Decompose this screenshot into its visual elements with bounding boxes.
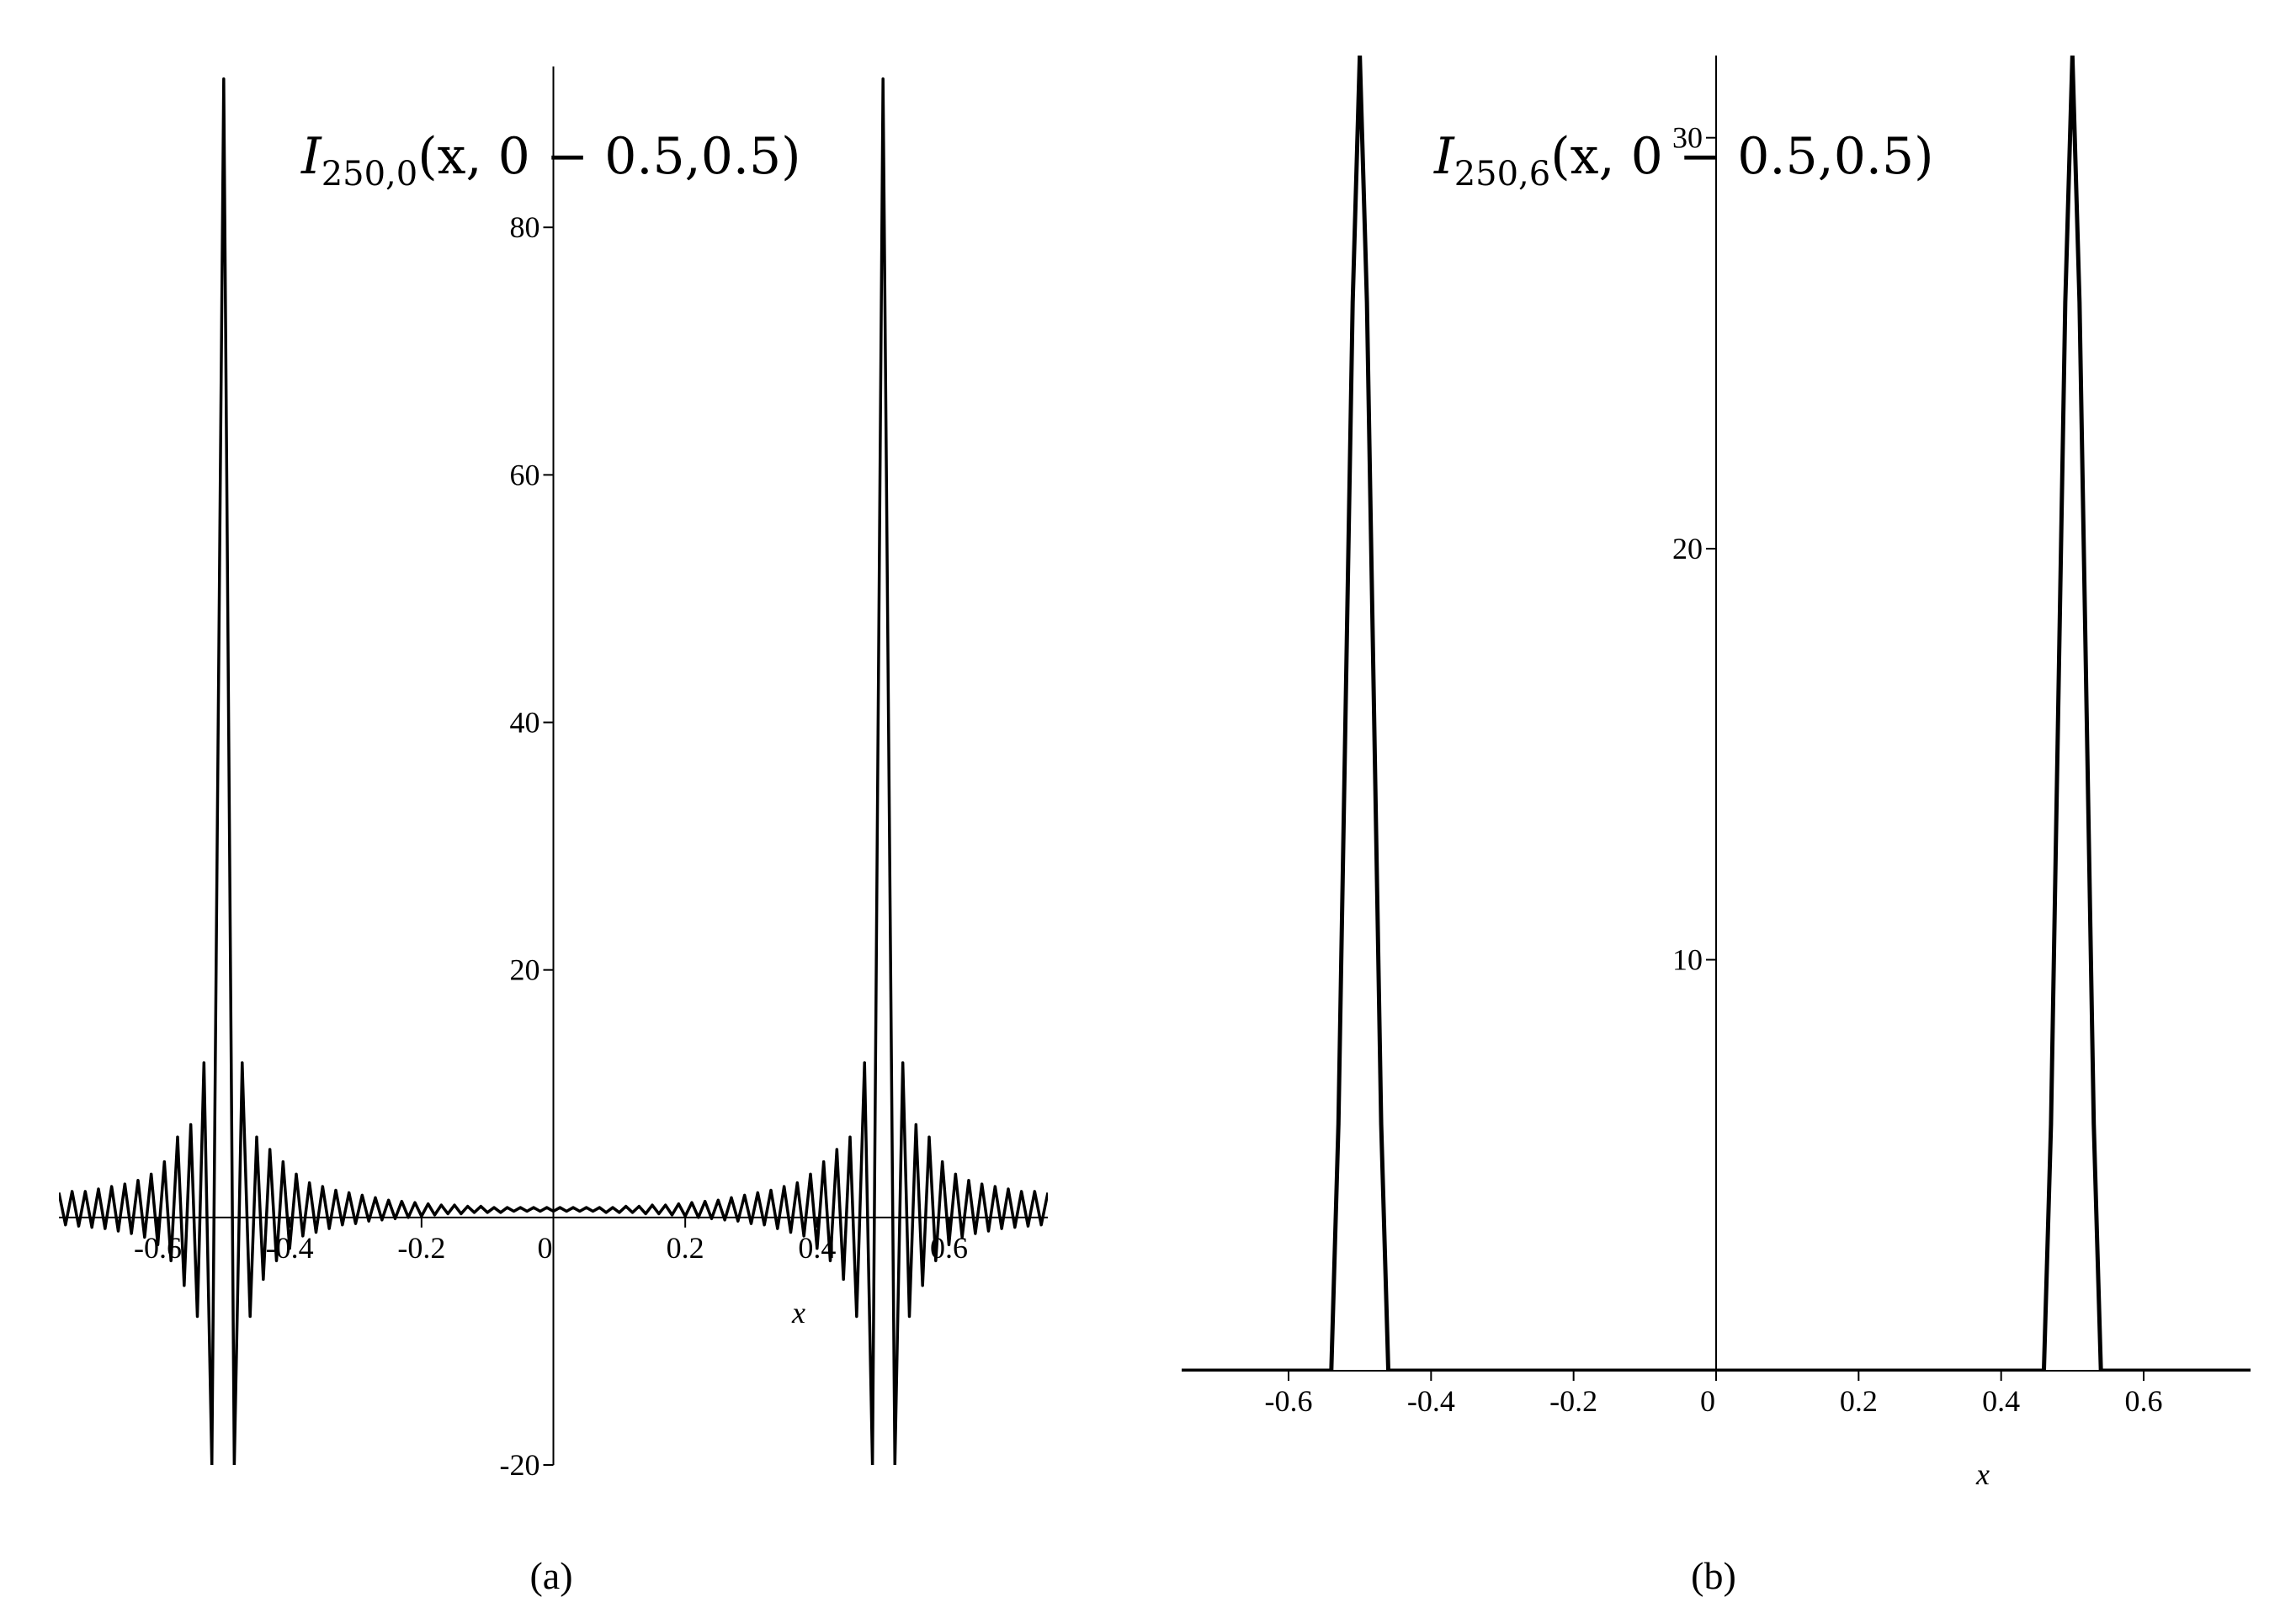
y-tick-label: 40 xyxy=(510,706,540,740)
data-line xyxy=(1182,56,2251,1371)
y-tick-label: 60 xyxy=(510,458,540,491)
x-tick-label: 0 xyxy=(1700,1384,1715,1418)
title-main: I xyxy=(1433,127,1455,186)
x-tick-label: -0.2 xyxy=(1549,1384,1597,1418)
x-axis-label: x xyxy=(791,1296,805,1329)
x-tick-label: 0.2 xyxy=(667,1231,704,1265)
panel-label: (a) xyxy=(529,1554,572,1597)
y-tick-label: 20 xyxy=(1672,532,1703,565)
title-sub: 250,0 xyxy=(322,155,418,194)
chart-title: I250,6(x, 0 − 0.5,0.5) xyxy=(1433,127,1934,194)
x-tick-label: 0.2 xyxy=(1840,1384,1878,1418)
x-tick-label: 0 xyxy=(538,1231,553,1265)
title-sub: 250,6 xyxy=(1454,155,1551,194)
x-tick-label: -0.6 xyxy=(1265,1384,1313,1418)
panel-label: (b) xyxy=(1691,1554,1736,1597)
x-tick-label: -0.4 xyxy=(1407,1384,1455,1418)
y-tick-label: -20 xyxy=(500,1448,540,1482)
y-tick-label: 30 xyxy=(1672,121,1703,155)
chart-title: I250,0(x, 0 − 0.5,0.5) xyxy=(300,127,801,194)
title-args: (x, 0 − 0.5,0.5) xyxy=(1550,127,1933,186)
title-main: I xyxy=(300,127,322,186)
y-tick-label: 80 xyxy=(510,210,540,244)
x-tick-label: 0.6 xyxy=(2125,1384,2163,1418)
x-axis-label: x xyxy=(1975,1457,1990,1491)
y-tick-label: 20 xyxy=(510,953,540,987)
y-tick-label: 10 xyxy=(1672,943,1703,977)
x-tick-label: 0.4 xyxy=(1982,1384,2020,1418)
chart-panel: -0.6 -0.4 -0.2 0 0.2 0.4 0.6-2020406080I250,0(… xyxy=(59,66,1048,1597)
x-tick-label: -0.2 xyxy=(397,1231,445,1265)
data-line xyxy=(59,77,1048,1465)
title-args: (x, 0 − 0.5,0.5) xyxy=(417,127,800,186)
